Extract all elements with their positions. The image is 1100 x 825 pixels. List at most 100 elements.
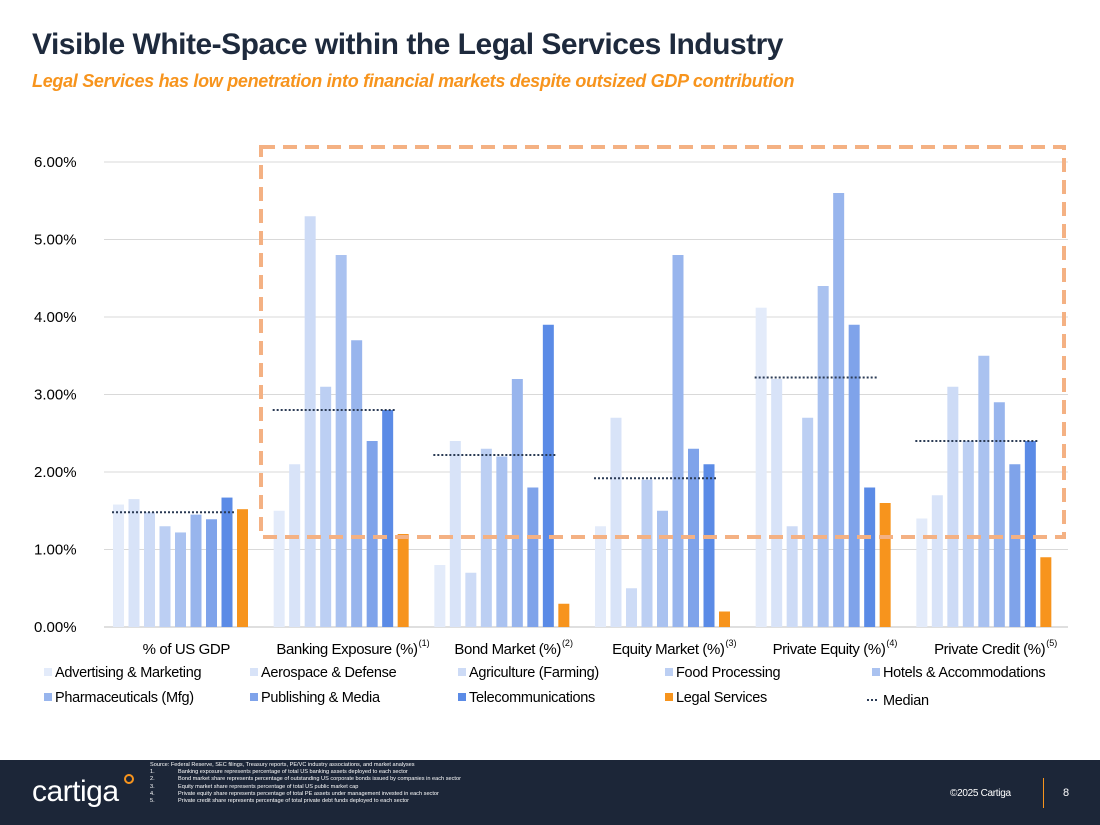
bar [703, 464, 715, 627]
legend: Advertising & Marketing Aerospace & Defen… [44, 665, 1046, 709]
legend-label: Hotels & Accommodations [883, 665, 1045, 681]
bar [833, 193, 845, 627]
bar [273, 510, 285, 627]
footnote-text: Equity market share represents percentag… [178, 783, 359, 790]
bar [719, 611, 730, 627]
highlight-box [259, 145, 1066, 539]
category-footnote-marker: (2) [562, 638, 573, 648]
bar [496, 456, 508, 627]
category-label: Private Credit (%) [934, 641, 1046, 658]
legend-label: Advertising & Marketing [55, 665, 201, 681]
page-number: 8 [1063, 787, 1070, 799]
legend-swatch [250, 693, 258, 701]
legend-label: Agriculture (Farming) [469, 665, 599, 681]
bar [626, 588, 637, 627]
bar [335, 255, 347, 627]
y-tick-label: 2.00% [34, 464, 77, 481]
bar [786, 526, 798, 627]
category-footnote-marker: (5) [1046, 638, 1057, 648]
bar [366, 441, 378, 627]
bar [931, 495, 943, 627]
bar [755, 307, 767, 627]
median-lines [112, 376, 1038, 514]
logo-ring-icon [124, 774, 134, 784]
y-axis-ticks: 0.00% 1.00% 2.00% 3.00% 4.00% 5.00% 6.00% [34, 154, 77, 636]
bar [221, 497, 233, 627]
bar [113, 504, 124, 627]
legend-swatch [44, 693, 52, 701]
bar [465, 572, 477, 627]
legend-label: Aerospace & Defense [261, 665, 397, 681]
bar [449, 441, 461, 627]
white-space-highlight [259, 145, 1066, 539]
bar [289, 464, 301, 627]
bar [542, 324, 554, 627]
category-label: Banking Exposure (%) [276, 641, 418, 658]
footnote-number: 4. [150, 790, 155, 797]
bar [802, 417, 814, 627]
cartiga-logo: cartiga [32, 775, 119, 808]
bar [237, 509, 248, 627]
footnote: 3. Equity market share represents percent… [150, 784, 461, 791]
bars [113, 193, 1052, 627]
source-notes: Source: Federal Reserve, SEC filings, Tr… [150, 762, 461, 805]
footnote: 5. Private credit share represents percen… [150, 798, 461, 805]
footnote: 2. Bond market share represents percentag… [150, 776, 461, 783]
bar [144, 512, 155, 627]
copyright-text: ©2025 Cartiga [950, 788, 1011, 799]
legend-label: Pharmaceuticals (Mfg) [55, 690, 194, 706]
footnote-number: 5. [150, 798, 155, 805]
category-footnote-marker: (4) [886, 638, 897, 648]
category-footnote-marker: (1) [419, 638, 430, 648]
y-tick-label: 1.00% [34, 542, 77, 559]
bar [558, 603, 570, 627]
bar [1040, 557, 1052, 627]
bar [1009, 464, 1021, 627]
bar [879, 503, 891, 627]
bar [771, 379, 783, 627]
bar [916, 518, 928, 627]
bar [962, 441, 974, 627]
footnote-text: Bond market share represents percentage … [178, 776, 461, 783]
category-label: Bond Market (%) [454, 641, 561, 658]
bar [595, 526, 606, 627]
legend-swatch [250, 668, 258, 676]
category-label: Equity Market (%) [612, 641, 725, 658]
bar [128, 499, 140, 627]
bar [527, 487, 539, 627]
footnote-number: 2. [150, 776, 155, 783]
legend-label: Telecommunications [469, 690, 595, 706]
bar [434, 565, 446, 627]
bar [657, 510, 668, 627]
category-label: % of US GDP [143, 641, 231, 658]
footnote-number: 3. [150, 783, 155, 790]
bar [206, 519, 217, 627]
footnote-text: Banking exposure represents percentage o… [178, 769, 408, 776]
bar [848, 324, 860, 627]
slide-subtitle: Legal Services has low penetration into … [32, 71, 795, 91]
bar [672, 255, 684, 627]
bar [175, 532, 186, 627]
legend-label: Publishing & Media [261, 690, 381, 706]
footnote: 4. Private equity share represents percen… [150, 791, 461, 798]
bar-chart: 0.00% 1.00% 2.00% 3.00% 4.00% 5.00% 6.00% % of… [34, 145, 1068, 709]
bar [864, 487, 876, 627]
gridlines [104, 161, 1068, 628]
bar [511, 379, 523, 627]
legend-label: Food Processing [676, 665, 781, 681]
y-tick-label: 0.00% [34, 619, 77, 636]
y-tick-label: 4.00% [34, 309, 77, 326]
bar [397, 534, 409, 627]
legend-swatch [665, 693, 673, 701]
footer-bar: cartiga Source: Federal Reserve, SEC fil… [0, 760, 1100, 825]
bar [304, 216, 316, 627]
footnote-number: 1. [150, 769, 155, 776]
footnote-text: Private credit share represents percenta… [178, 798, 410, 805]
footer-divider [1043, 778, 1044, 808]
legend-swatch [458, 693, 466, 701]
bar [993, 402, 1005, 627]
legend-swatch [665, 668, 673, 676]
x-axis-categories: % of US GDP Banking Exposure (%) (1) Bond M… [143, 638, 1058, 658]
bar [351, 340, 363, 627]
bar [610, 417, 622, 627]
